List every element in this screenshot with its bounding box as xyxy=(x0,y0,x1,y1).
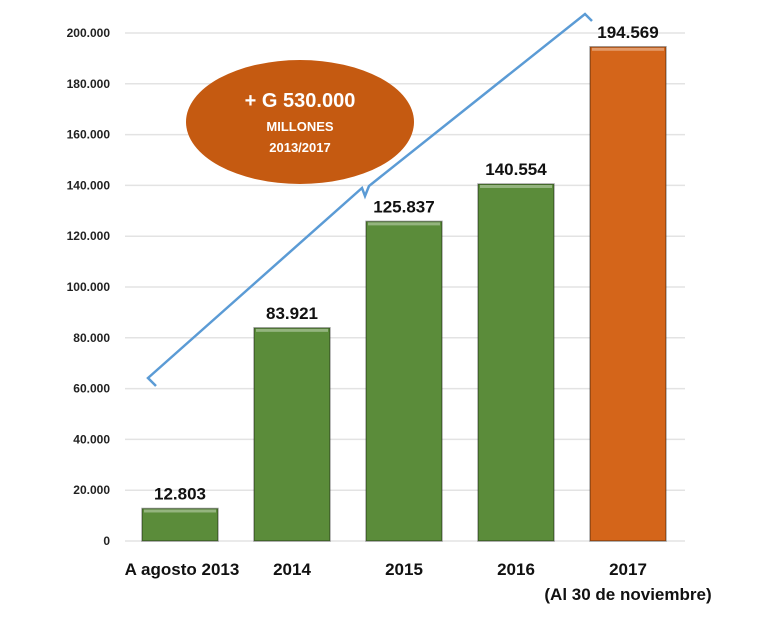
y-tick-label: 40.000 xyxy=(73,432,110,446)
data-labels: 12.803 83.921 125.837 140.554 194.569 xyxy=(154,23,659,504)
bar xyxy=(365,220,443,542)
x-tick-label: 2017 xyxy=(609,560,647,579)
y-tick-label: 60.000 xyxy=(73,382,110,396)
x-tick-label: 2014 xyxy=(273,560,311,579)
y-tick-label: 200.000 xyxy=(67,26,111,40)
data-label: 125.837 xyxy=(373,197,434,216)
x-tick-label: 2016 xyxy=(497,560,535,579)
y-axis-ticks: 0 20.000 40.000 60.000 80.000 100.000 120.000 1… xyxy=(67,26,111,548)
x-axis-labels: A agosto 2013 2014 2015 2016 2017 (Al 30 de n… xyxy=(125,560,712,604)
growth-bracket xyxy=(146,12,593,387)
y-tick-label: 120.000 xyxy=(67,229,111,243)
x-tick-label: A agosto 2013 xyxy=(125,560,240,579)
y-tick-label: 160.000 xyxy=(67,128,111,142)
y-tick-label: 80.000 xyxy=(73,331,110,345)
bar-highlight xyxy=(256,328,328,332)
annotation-amount: + G 530.000 xyxy=(245,90,356,112)
data-label: 12.803 xyxy=(154,484,206,503)
bar-highlight xyxy=(144,509,216,513)
annotation-period: 2013/2017 xyxy=(269,140,330,155)
growth-annotation: + G 530.000 MILLONES 2013/2017 xyxy=(186,60,414,184)
bar xyxy=(141,507,219,542)
bar xyxy=(253,327,331,542)
data-label: 194.569 xyxy=(597,23,658,42)
y-tick-label: 20.000 xyxy=(73,483,110,497)
x-tick-label: 2015 xyxy=(385,560,423,579)
y-tick-label: 140.000 xyxy=(67,178,111,192)
bar-highlight xyxy=(592,47,664,51)
data-label: 83.921 xyxy=(266,304,318,323)
y-tick-label: 100.000 xyxy=(67,280,111,294)
y-tick-label: 0 xyxy=(103,534,110,548)
bar-highlight xyxy=(480,184,552,188)
annotation-unit: MILLONES xyxy=(266,119,333,134)
annotation-ellipse xyxy=(186,60,414,184)
bars xyxy=(141,46,667,542)
bar xyxy=(477,183,555,542)
data-label: 140.554 xyxy=(485,160,547,179)
bar xyxy=(589,46,667,542)
y-tick-label: 180.000 xyxy=(67,77,111,91)
bar-highlight xyxy=(368,222,440,226)
x-tick-sublabel: (Al 30 de noviembre) xyxy=(544,585,711,604)
